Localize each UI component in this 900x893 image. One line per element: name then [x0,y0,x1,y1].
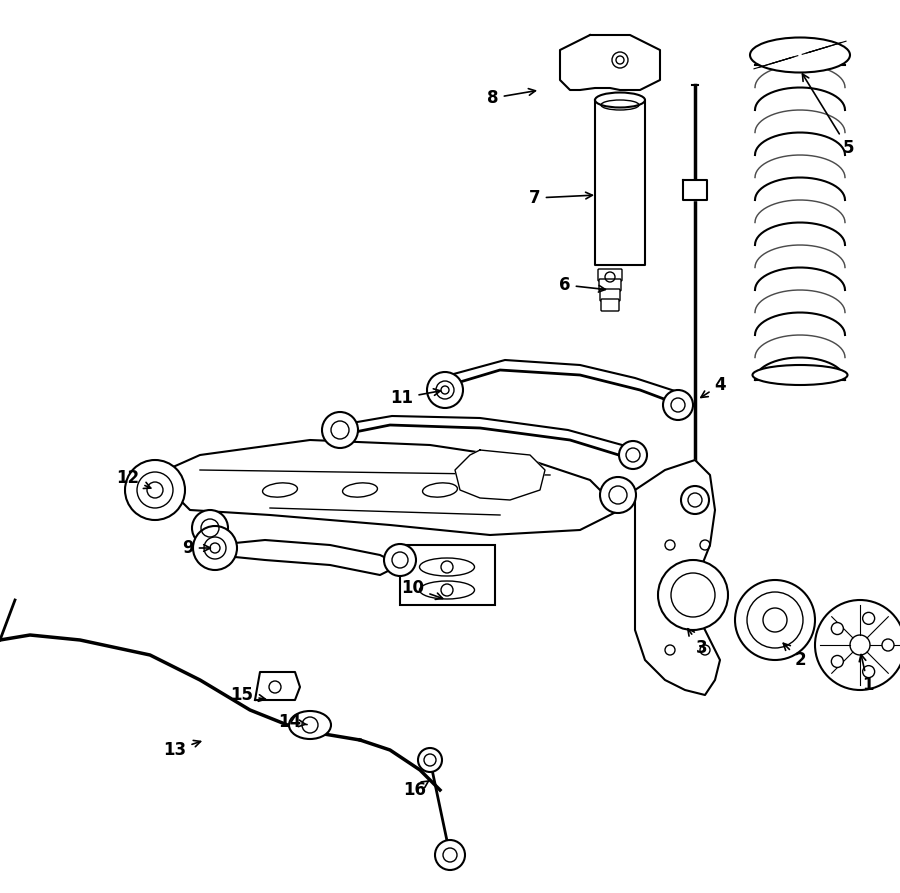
Circle shape [658,560,728,630]
Text: 6: 6 [559,276,606,294]
Circle shape [832,655,843,667]
Polygon shape [155,440,620,535]
Ellipse shape [750,38,850,72]
Ellipse shape [289,711,331,739]
Text: 11: 11 [391,388,440,407]
Text: 14: 14 [278,713,307,731]
Ellipse shape [419,581,474,599]
Text: 2: 2 [783,643,806,669]
Polygon shape [635,460,720,695]
Ellipse shape [423,483,457,497]
Text: 3: 3 [688,629,707,657]
Circle shape [882,639,894,651]
Circle shape [322,412,358,448]
Polygon shape [215,540,400,575]
Text: 13: 13 [164,740,201,759]
Polygon shape [683,180,707,200]
Polygon shape [455,450,545,500]
Circle shape [863,665,875,678]
Circle shape [600,477,636,513]
Polygon shape [595,100,645,265]
Circle shape [427,372,463,408]
Circle shape [681,486,709,514]
FancyBboxPatch shape [598,269,622,281]
Circle shape [815,600,900,690]
FancyBboxPatch shape [601,299,619,311]
Text: 9: 9 [182,539,211,557]
Text: 5: 5 [803,74,854,157]
Circle shape [619,441,647,469]
Ellipse shape [752,365,848,385]
FancyBboxPatch shape [599,279,621,291]
Text: 15: 15 [230,686,266,704]
Circle shape [863,613,875,624]
Circle shape [418,748,442,772]
Text: 1: 1 [860,655,874,694]
Circle shape [384,544,416,576]
Circle shape [735,580,815,660]
Text: 4: 4 [701,376,725,397]
Ellipse shape [595,93,645,107]
Text: 12: 12 [116,469,151,488]
Polygon shape [255,672,300,700]
Circle shape [125,460,185,520]
Circle shape [193,526,237,570]
Circle shape [435,840,465,870]
Ellipse shape [419,558,474,576]
Ellipse shape [343,483,377,497]
Bar [400,545,495,605]
Text: 16: 16 [403,780,429,799]
Ellipse shape [263,483,297,497]
Text: 8: 8 [487,88,536,107]
Circle shape [192,510,228,546]
FancyBboxPatch shape [600,289,620,301]
Text: 7: 7 [529,189,592,207]
Circle shape [663,390,693,420]
Polygon shape [560,35,660,90]
Text: 10: 10 [401,579,443,599]
Circle shape [832,622,843,635]
